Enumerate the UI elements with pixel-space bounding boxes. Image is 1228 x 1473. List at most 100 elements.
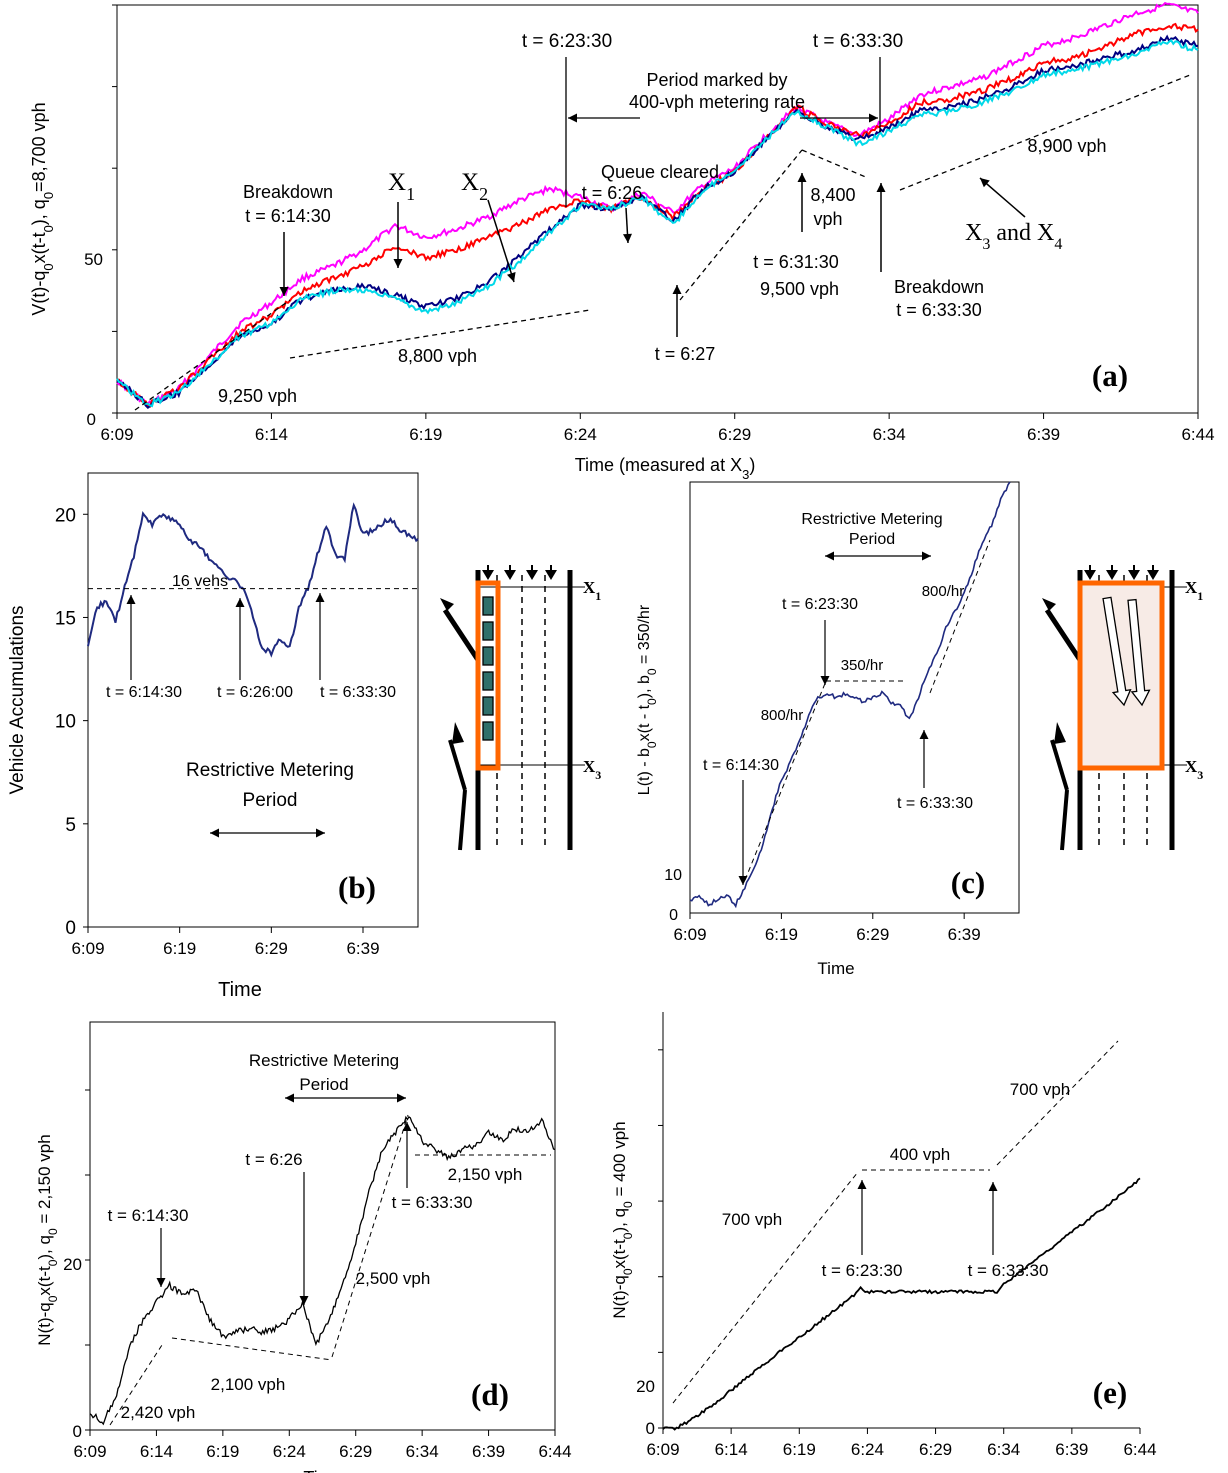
a-annotation-period-2: 400-vph metering rate [629,92,805,112]
d-annotation-2420: 2,420 vph [121,1403,196,1422]
d-fit-2500 [331,1114,409,1358]
e-x-tick-label: 6:29 [919,1440,952,1459]
b-queued-vehicle [482,646,494,666]
c-inflow-arrowhead [1147,570,1159,580]
a-annotation-breakdown-2: Breakdown [894,277,984,297]
e-annotation-700-right: 700 vph [1010,1080,1071,1099]
c-annotation-800-right: 800/hr [922,583,965,600]
b-inflow-arrowhead [482,570,494,580]
a-arrow-t-6-27-head [672,285,682,294]
a-annotation-queue-time: t = 6:26 [582,183,643,203]
e-x-tick-label: 6:44 [1123,1440,1156,1459]
c-annotation-6-23-30: t = 6:23:30 [782,596,858,613]
a-series-X1-line [116,1,1199,406]
b-queued-vehicle [482,596,494,616]
d-annotation-period: Period [299,1075,348,1094]
a-y-tick-label: 50 [84,250,103,269]
c-arrow-6-33-30-head [919,730,929,739]
b-panel-label: (b) [338,870,376,905]
b-annotation-16-vehs: 16 vehs [172,573,228,590]
b-inflow-arrowhead [545,570,557,580]
a-fit-8800 [289,309,591,359]
a-annotation-vph: vph [813,209,842,229]
d-annotation-2100: 2,100 vph [211,1375,286,1394]
c-inflow-arrowhead [1084,570,1096,580]
b-y-tick-label: 20 [55,505,76,526]
a-annotation-9250: 9,250 vph [218,386,297,406]
d-arrow-6-26-head [299,1296,309,1305]
b-period-arrow-right-head [316,828,325,838]
a-series-X4-line [116,38,1199,408]
a-annotation-breakdown-2-time: t = 6:33:30 [896,300,982,320]
c-x-axis-title: Time [817,959,854,978]
d-y-tick-label: 20 [63,1255,82,1274]
a-x-tick-label: 6:39 [1027,425,1060,444]
a-label-x3-x4: X3 and X4 [965,220,1062,253]
a-annotation-8800: 8,800 vph [398,346,477,366]
c-fit-800-right [929,539,991,694]
d-y-tick-label: 0 [73,1422,82,1441]
a-arrow-x2 [487,199,515,283]
e-series-line [662,1177,1141,1431]
e-panel-label: (e) [1093,1375,1127,1410]
b-queued-vehicle [482,721,494,741]
b-annotation-period: Period [243,790,298,811]
c-flow-arrow [1102,596,1132,707]
b-on-ramp-lower-b [458,789,467,851]
e-fit-700-left [672,1171,859,1404]
a-x-tick-label: 6:09 [100,425,133,444]
b-annotation-restrictive: Restrictive Metering [186,760,354,781]
a-annotation-t-6-33-30: t = 6:33:30 [813,31,903,52]
b-ramp-arrowhead-lower [452,722,464,744]
b-x-tick-label: 6:39 [346,939,379,958]
c-on-ramp-lower-a [1050,739,1069,791]
b-annotation-6-33-30: t = 6:33:30 [320,684,396,701]
c-annotation-6-33-30: t = 6:33:30 [897,795,973,812]
d-series-line [89,1115,556,1426]
d-annotation-6-33-30: t = 6:33:30 [392,1193,473,1212]
a-y-tick-label: 0 [87,410,96,429]
d-annotation-6-14-30: t = 6:14:30 [108,1206,189,1225]
c-annotation-800-left: 800/hr [761,707,804,724]
d-x-tick-label: 6:34 [406,1442,439,1461]
d-x-tick-label: 6:09 [73,1442,106,1461]
a-x-tick-label: 6:14 [255,425,288,444]
c-x-tick-label: 6:29 [856,925,889,944]
a-x-tick-label: 6:34 [873,425,906,444]
c-y-tick-label: 10 [664,867,682,884]
d-x-tick-label: 6:14 [140,1442,173,1461]
c-y-tick-label: 0 [669,907,678,924]
a-x-axis-title: Time (measured at X3) [575,455,756,482]
e-annotation-700-left: 700 vph [722,1210,783,1229]
a-arrow-breakdown-2-head [876,183,886,192]
b-y-tick-label: 15 [55,608,76,629]
b-inflow-arrowhead [526,570,538,580]
b-annotation-6-26: t = 6:26:00 [217,684,293,701]
d-arrow-6-14-30-head [156,1278,166,1287]
d-fit-2420 [109,1344,163,1426]
e-annotation-6-23-30: t = 6:23:30 [822,1261,903,1280]
c-plot-frame [689,481,1020,914]
c-inflow-arrowhead [1128,570,1140,580]
e-annotation-6-33-30: t = 6:33:30 [968,1261,1049,1280]
b-annotation-6-14-30: t = 6:14:30 [106,684,182,701]
d-annotation-2500: 2,500 vph [356,1269,431,1288]
c-arrow-6-14-30-head [738,876,748,885]
c-period-arrow-left-head [825,551,834,561]
e-x-tick-label: 6:39 [1055,1440,1088,1459]
b-plot-frame [87,472,419,928]
a-period-arrow-right-head [869,113,878,123]
c-annotation-6-14-30: t = 6:14:30 [703,757,779,774]
c-ramp-arrowhead-upper [1042,598,1056,611]
b-queued-vehicle [482,671,494,691]
a-arrow-x2-head [506,272,516,282]
a-fit-9250 [134,299,291,411]
c-y-axis-title: L(t) - b0x(t - t0), b0 = 350/hr [636,604,659,795]
a-label-x2: X2 [461,169,488,204]
e-annotation-400: 400 vph [890,1145,951,1164]
a-fit-8900 [899,74,1191,191]
c-x-tick-label: 6:09 [673,925,706,944]
a-arrow-6-31-30-head [797,173,807,182]
d-annotation-restrictive: Restrictive Metering [249,1051,399,1070]
c-x3-label: X3 [1185,757,1203,782]
